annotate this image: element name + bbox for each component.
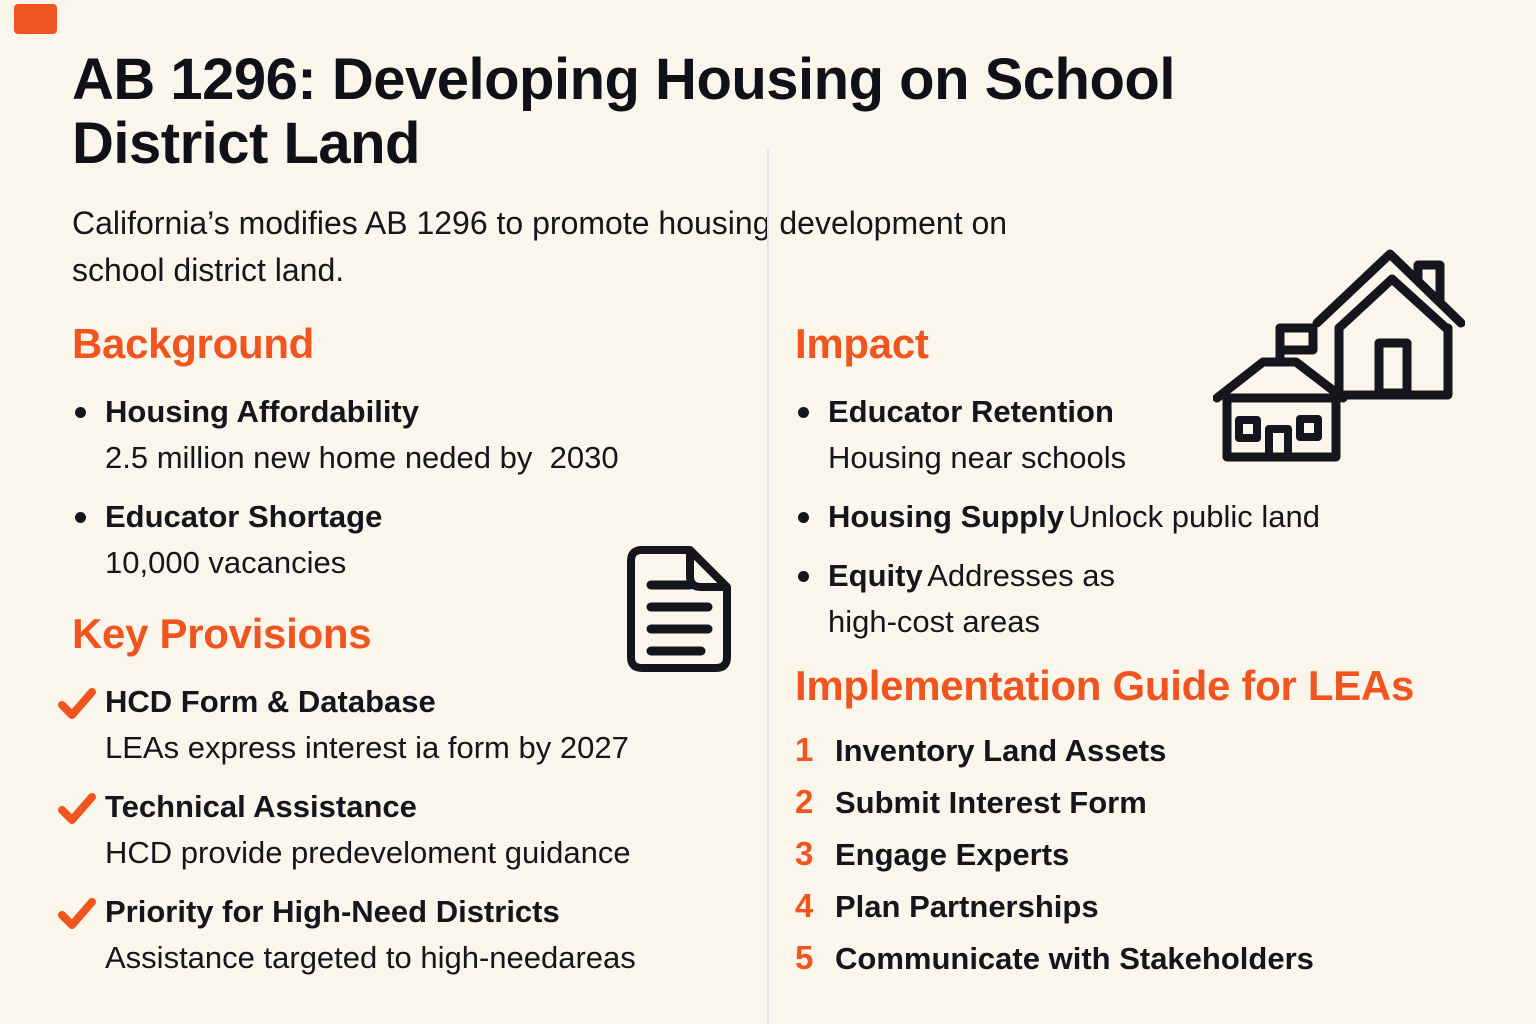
checkmark-icon <box>58 688 96 719</box>
step-number: 5 <box>795 939 814 976</box>
list-item: Educator Shortage 10,000 vacancies <box>72 494 732 586</box>
bullet-dot-icon <box>75 407 86 418</box>
list-item: Housing Affordability 2.5 million new ho… <box>72 389 732 481</box>
item-title: Educator Shortage <box>105 499 383 534</box>
item-title: Equity <box>828 558 923 593</box>
checkmark-icon <box>58 898 96 929</box>
item-title: Housing Supply <box>828 499 1064 534</box>
list-item: Equity Addresses as high-cost areas <box>795 553 1435 645</box>
list-item: HCD Form & Database LEAs express interes… <box>58 679 762 771</box>
implementation-guide-section: Implementation Guide for LEAs 1 Inventor… <box>795 662 1495 991</box>
step-label: Submit Interest Form <box>835 785 1147 820</box>
key-provisions-section: Key Provisions HCD Form & Database LEAs … <box>58 610 762 994</box>
list-item: Priority for High-Need Districts Assista… <box>58 889 762 981</box>
item-desc: Addresses as high-cost areas <box>828 558 1116 639</box>
step-label: Plan Partnerships <box>835 889 1099 924</box>
item-title: Housing Affordability <box>105 394 419 429</box>
guide-step: 4 Plan Partnerships <box>795 887 1495 939</box>
bullet-dot-icon <box>75 512 86 523</box>
guide-step: 2 Submit Interest Form <box>795 783 1495 835</box>
implementation-guide-heading: Implementation Guide for LEAs <box>795 662 1415 709</box>
step-label: Engage Experts <box>835 837 1070 872</box>
checkmark-icon <box>58 793 96 824</box>
item-title: HCD Form & Database <box>105 684 436 719</box>
impact-heading: Impact <box>795 320 929 367</box>
step-label: Communicate with Stakeholders <box>835 941 1314 976</box>
step-number: 4 <box>795 887 814 924</box>
item-desc: HCD provide predeveloment guidance <box>105 835 631 870</box>
page-title: AB 1296: Developing Housing on School Di… <box>72 47 1175 176</box>
list-item: Educator Retention Housing near schools <box>795 389 1435 481</box>
bullet-dot-icon <box>798 571 809 582</box>
bullet-dot-icon <box>798 512 809 523</box>
guide-step: 5 Communicate with Stakeholders <box>795 939 1495 991</box>
item-desc: Assistance targeted to high-needareas <box>105 940 636 975</box>
item-title: Priority for High-Need Districts <box>105 894 560 929</box>
key-provisions-heading: Key Provisions <box>72 610 372 657</box>
item-desc: Housing near schools <box>828 440 1127 475</box>
column-divider <box>767 150 769 1024</box>
bullet-dot-icon <box>798 407 809 418</box>
item-title: Technical Assistance <box>105 789 417 824</box>
guide-step: 3 Engage Experts <box>795 835 1495 887</box>
item-title: Educator Retention <box>828 394 1114 429</box>
impact-section: Impact Educator Retention Housing near s… <box>795 320 1435 658</box>
guide-step: 1 Inventory Land Assets <box>795 731 1495 783</box>
item-desc: Unlock public land <box>1068 499 1320 534</box>
corner-orange-mark <box>14 4 57 34</box>
document-icon <box>624 544 734 674</box>
item-desc: 10,000 vacancies <box>105 545 347 580</box>
school-and-house-icon <box>1213 248 1465 463</box>
item-desc: 2.5 million new home neded by 2030 <box>105 440 619 475</box>
item-desc: LEAs express interest ia form by 2027 <box>105 730 629 765</box>
step-number: 1 <box>795 731 814 768</box>
list-item: Technical Assistance HCD provide predeve… <box>58 784 762 876</box>
background-heading: Background <box>72 320 315 367</box>
background-section: Background Housing Affordability 2.5 mil… <box>72 320 732 599</box>
step-number: 2 <box>795 783 814 820</box>
page-subtitle: California’s modifies AB 1296 to promote… <box>72 205 1008 288</box>
list-item: Housing Supply Unlock public land <box>795 494 1435 540</box>
step-number: 3 <box>795 835 814 872</box>
step-label: Inventory Land Assets <box>835 733 1167 768</box>
